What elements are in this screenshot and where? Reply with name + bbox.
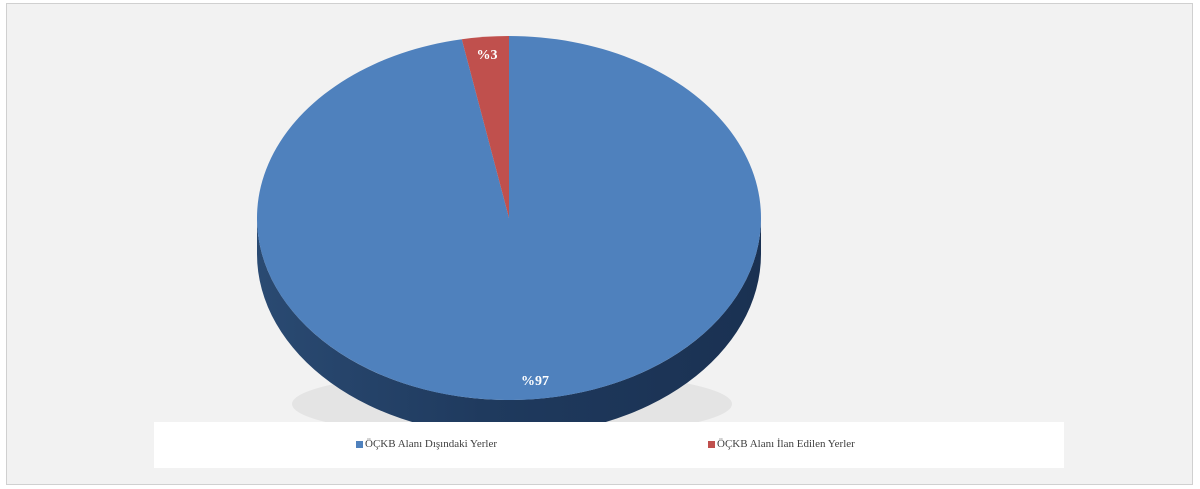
legend-item-outside: ÖÇKB Alanı Dışındaki Yerler (356, 438, 497, 450)
chart-area: %97 %3 ÖÇKB Alanı Dışındaki Yerler ÖÇKB A… (6, 3, 1193, 485)
legend-label-declared: ÖÇKB Alanı İlan Edilen Yerler (717, 438, 855, 450)
legend-item-declared: ÖÇKB Alanı İlan Edilen Yerler (708, 438, 855, 450)
legend-swatch-declared (708, 440, 715, 448)
data-label-0: %97 (521, 374, 549, 389)
data-label-1: %3 (476, 48, 497, 63)
legend-label-outside: ÖÇKB Alanı Dışındaki Yerler (365, 438, 497, 450)
pie-slice-1 (461, 36, 509, 218)
pie-chart: %97 %3 (257, 36, 761, 438)
legend-swatch-outside (356, 440, 363, 448)
legend: ÖÇKB Alanı Dışındaki Yerler ÖÇKB Alanı İ… (154, 422, 1064, 468)
pie-side (257, 218, 761, 436)
